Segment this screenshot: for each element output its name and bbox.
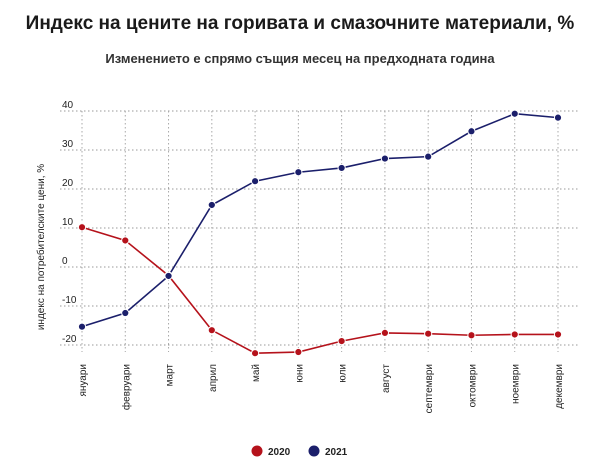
x-tick-label: юли — [338, 364, 349, 383]
series — [77, 109, 563, 358]
x-tick-label: януари — [78, 364, 89, 397]
y-tick-label: 20 — [62, 178, 74, 189]
y-tick-label: -20 — [62, 334, 77, 345]
data-point-2020 — [294, 347, 303, 357]
data-point-2021 — [553, 113, 563, 122]
y-tick-label: 0 — [62, 256, 68, 267]
data-point-2020 — [121, 236, 130, 245]
x-tick-label: март — [165, 364, 176, 387]
data-point-2021 — [510, 109, 519, 118]
y-tick-label: -10 — [62, 295, 77, 306]
data-point-2021 — [424, 152, 433, 161]
data-point-2021 — [337, 163, 346, 173]
series-line-2021 — [81, 112, 559, 328]
y-axis-ticks: -20 -10 0 10 20 30 40 — [62, 100, 77, 345]
data-point-2020 — [467, 331, 476, 340]
legend-marker-2020 — [251, 445, 263, 457]
data-point-2020 — [337, 337, 346, 346]
data-point-2020 — [207, 326, 216, 335]
y-tick-label: 40 — [62, 100, 74, 111]
x-tick-label: май — [251, 364, 262, 382]
data-point-2020 — [510, 330, 519, 339]
chart-title: Индекс на цените на горивата и смазочнит… — [26, 13, 575, 34]
data-point-2021 — [77, 322, 87, 331]
data-point-2020 — [77, 223, 87, 232]
x-axis-ticks: януари февруари март април май юни юли август се… — [78, 364, 565, 414]
legend-marker-2021 — [308, 445, 320, 457]
x-tick-label: февруари — [120, 364, 132, 410]
x-tick-label: август — [381, 364, 392, 393]
x-tick-label: септември — [424, 364, 435, 413]
data-point-2021 — [207, 200, 216, 210]
data-point-2021 — [294, 168, 303, 177]
x-tick-label: октомври — [467, 364, 478, 407]
y-axis-label: индекс на потребителските цени, % — [35, 164, 47, 330]
x-tick-label: декември — [554, 364, 565, 409]
x-tick-label: април — [208, 364, 219, 392]
x-tick-label: ноември — [511, 364, 522, 404]
y-tick-label: 30 — [62, 139, 74, 150]
data-point-2020 — [380, 328, 390, 338]
data-point-2020 — [250, 349, 260, 358]
legend: 2020 2021 — [251, 445, 348, 458]
data-point-2020 — [424, 329, 433, 338]
x-tick-label: юни — [294, 364, 305, 383]
y-tick-label: 10 — [62, 217, 74, 228]
data-point-2020 — [553, 330, 563, 339]
legend-label-2020: 2020 — [268, 447, 291, 458]
legend-label-2021: 2021 — [325, 447, 348, 458]
data-point-2021 — [250, 177, 260, 186]
grid-lines — [60, 110, 580, 346]
category-grid-lines — [81, 111, 559, 352]
data-point-2021 — [121, 308, 130, 318]
data-point-2021 — [380, 154, 390, 163]
chart-subtitle: Изменението е спрямо същия месец на пред… — [105, 51, 495, 66]
data-point-2021 — [164, 271, 173, 281]
series-line-2020 — [81, 226, 558, 354]
data-point-2021 — [467, 127, 476, 136]
